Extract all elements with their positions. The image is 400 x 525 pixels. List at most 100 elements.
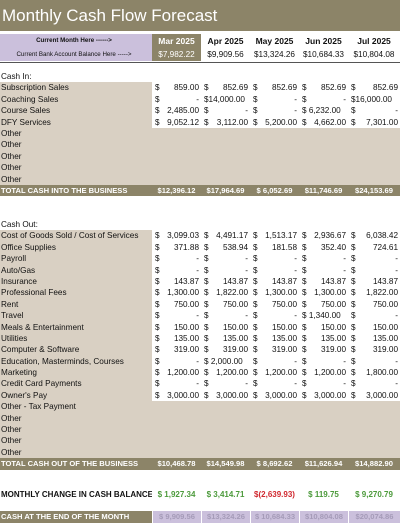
- value-cell[interactable]: [299, 150, 348, 163]
- value-cell[interactable]: $724.61: [348, 242, 400, 253]
- total-cell[interactable]: $17,964.69: [206, 185, 245, 195]
- value-cell[interactable]: [152, 401, 201, 413]
- change-cell[interactable]: $(2,639.93): [254, 490, 295, 499]
- value-cell[interactable]: $2,936.67: [299, 230, 348, 241]
- change-cell[interactable]: $ 1,927.34: [157, 490, 196, 499]
- value-cell[interactable]: $ 1,340.00: [299, 310, 348, 321]
- change-cell[interactable]: $ 119.75: [308, 490, 339, 499]
- value-cell[interactable]: [152, 150, 201, 163]
- value-cell[interactable]: [152, 173, 201, 185]
- value-cell[interactable]: $ -: [152, 253, 201, 264]
- value-cell[interactable]: [201, 412, 250, 425]
- value-cell[interactable]: [348, 139, 400, 151]
- value-cell[interactable]: $538.94: [201, 242, 250, 253]
- total-cell[interactable]: $11,746.69: [304, 185, 343, 195]
- value-cell[interactable]: [250, 127, 299, 140]
- value-cell[interactable]: [201, 173, 250, 185]
- value-cell[interactable]: [250, 139, 299, 151]
- value-cell[interactable]: $ -: [348, 253, 400, 264]
- value-cell[interactable]: $ -: [250, 105, 299, 116]
- value-cell[interactable]: [250, 412, 299, 425]
- value-cell[interactable]: [250, 150, 299, 163]
- value-cell[interactable]: $150.00: [299, 322, 348, 333]
- value-cell[interactable]: $ -: [152, 94, 201, 105]
- value-cell[interactable]: [299, 127, 348, 140]
- month-header-cell[interactable]: Jun 2025: [299, 34, 348, 48]
- value-cell[interactable]: $ -: [250, 94, 299, 105]
- value-cell[interactable]: [250, 401, 299, 413]
- value-cell[interactable]: [250, 162, 299, 174]
- value-cell[interactable]: $ -: [348, 356, 400, 367]
- value-cell[interactable]: [299, 173, 348, 185]
- value-cell[interactable]: $750.00: [299, 299, 348, 310]
- value-cell[interactable]: $ -: [299, 253, 348, 264]
- value-cell[interactable]: $1,200.00: [201, 367, 250, 378]
- value-cell[interactable]: $ -: [348, 265, 400, 276]
- month-header-cell[interactable]: Jul 2025: [348, 34, 400, 48]
- value-cell[interactable]: $ -: [299, 94, 348, 105]
- value-cell[interactable]: $1,200.00: [299, 367, 348, 378]
- value-cell[interactable]: $143.87: [299, 276, 348, 287]
- value-cell[interactable]: $ -: [250, 265, 299, 276]
- value-cell[interactable]: [250, 446, 299, 459]
- value-cell[interactable]: $852.69: [299, 82, 348, 93]
- value-cell[interactable]: [152, 412, 201, 425]
- value-cell[interactable]: [299, 401, 348, 413]
- value-cell[interactable]: $143.87: [348, 276, 400, 287]
- value-cell[interactable]: $319.00: [201, 344, 250, 355]
- value-cell[interactable]: $ -: [201, 265, 250, 276]
- value-cell[interactable]: $ -: [348, 310, 400, 321]
- change-cell[interactable]: $ 3,414.71: [206, 490, 245, 499]
- value-cell[interactable]: [152, 127, 201, 140]
- value-cell[interactable]: [152, 424, 201, 436]
- total-cell[interactable]: $14,882.90: [354, 459, 393, 469]
- value-cell[interactable]: $135.00: [299, 333, 348, 344]
- value-cell[interactable]: $750.00: [152, 299, 201, 310]
- value-cell[interactable]: [299, 446, 348, 459]
- value-cell[interactable]: $ -: [299, 356, 348, 367]
- total-cell[interactable]: $ 8,692.62: [256, 459, 293, 469]
- value-cell[interactable]: [348, 127, 400, 140]
- value-cell[interactable]: [299, 412, 348, 425]
- value-cell[interactable]: $371.88: [152, 242, 201, 253]
- value-cell[interactable]: $3,099.03: [152, 230, 201, 241]
- value-cell[interactable]: $14,000.00: [201, 94, 250, 105]
- value-cell[interactable]: [299, 424, 348, 436]
- end-cell[interactable]: $13,324.26: [201, 511, 250, 523]
- value-cell[interactable]: $7,301.00: [348, 117, 400, 128]
- value-cell[interactable]: [348, 424, 400, 436]
- value-cell[interactable]: [348, 173, 400, 185]
- value-cell[interactable]: $ 2,000.00: [201, 356, 250, 367]
- value-cell[interactable]: $ -: [201, 310, 250, 321]
- month-header-cell[interactable]: May 2025: [250, 34, 299, 48]
- value-cell[interactable]: $9,052.12: [152, 117, 201, 128]
- value-cell[interactable]: [250, 424, 299, 436]
- value-cell[interactable]: $ -: [201, 105, 250, 116]
- value-cell[interactable]: $ -: [152, 310, 201, 321]
- value-cell[interactable]: $750.00: [348, 299, 400, 310]
- balance-cell[interactable]: $9,909.56: [207, 50, 244, 59]
- value-cell[interactable]: $1,513.17: [250, 230, 299, 241]
- value-cell[interactable]: $1,300.00: [250, 287, 299, 298]
- value-cell[interactable]: [152, 446, 201, 459]
- value-cell[interactable]: $3,000.00: [201, 390, 250, 401]
- value-cell[interactable]: $143.87: [152, 276, 201, 287]
- value-cell[interactable]: [299, 162, 348, 174]
- value-cell[interactable]: [201, 127, 250, 140]
- total-cell[interactable]: $14,549.98: [206, 459, 245, 469]
- value-cell[interactable]: $3,000.00: [299, 390, 348, 401]
- value-cell[interactable]: [348, 150, 400, 163]
- value-cell[interactable]: [152, 162, 201, 174]
- value-cell[interactable]: $143.87: [201, 276, 250, 287]
- value-cell[interactable]: $859.00: [152, 82, 201, 93]
- value-cell[interactable]: $1,822.00: [201, 287, 250, 298]
- value-cell[interactable]: $ -: [152, 378, 201, 389]
- value-cell[interactable]: [348, 412, 400, 425]
- value-cell[interactable]: $143.87: [250, 276, 299, 287]
- value-cell[interactable]: $ -: [348, 105, 400, 116]
- total-cell[interactable]: $ 6,052.69: [256, 185, 293, 195]
- value-cell[interactable]: [201, 446, 250, 459]
- value-cell[interactable]: $3,112.00: [201, 117, 250, 128]
- value-cell[interactable]: $4,491.17: [201, 230, 250, 241]
- value-cell[interactable]: [201, 424, 250, 436]
